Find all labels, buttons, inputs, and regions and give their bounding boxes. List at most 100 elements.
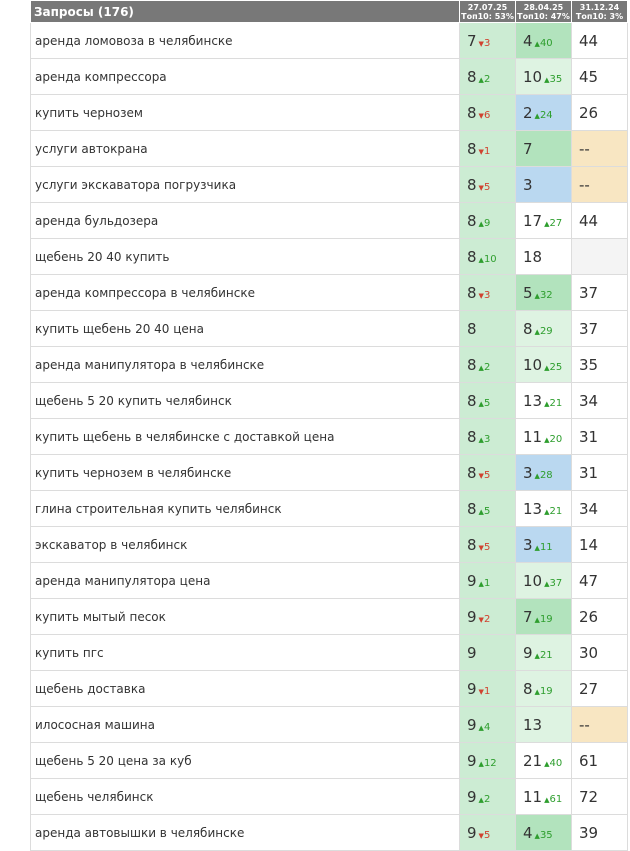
position-cell-3: 44 xyxy=(571,22,628,59)
position-value: 8 xyxy=(523,680,533,698)
delta-value: 40 xyxy=(549,758,563,769)
delta-value: 35 xyxy=(549,74,563,85)
position-value: 35 xyxy=(579,356,599,374)
arrow-up-icon xyxy=(544,364,549,372)
arrow-up-icon xyxy=(535,616,540,624)
arrow-up-icon xyxy=(535,544,540,552)
delta-up: 35 xyxy=(535,830,553,841)
delta-value: 28 xyxy=(539,470,553,481)
position-cell-2: 9 21 xyxy=(515,634,572,671)
position-cell-3: 37 xyxy=(571,274,628,311)
position-value: 9 xyxy=(467,680,477,698)
date-column-top10-2: Топ10: 47% xyxy=(517,11,570,21)
arrow-up-icon xyxy=(535,292,540,300)
delta-value: 19 xyxy=(539,686,553,697)
position-value: 7 xyxy=(467,32,477,50)
query-text[interactable]: глина строительная купить челябинск xyxy=(30,490,460,527)
position-value: 9 xyxy=(467,716,477,734)
delta-value: 25 xyxy=(549,362,563,373)
table-row: аренда ломовоза в челябинске7344044 xyxy=(30,22,628,59)
query-text[interactable]: услуги автокрана xyxy=(30,130,460,167)
arrow-down-icon xyxy=(479,292,484,300)
query-text[interactable]: аренда бульдозера xyxy=(30,202,460,239)
delta-up: 2 xyxy=(479,794,491,805)
delta-up: 9 xyxy=(479,218,491,229)
position-cell-1: 8 xyxy=(459,310,516,347)
delta-value: 35 xyxy=(539,830,553,841)
position-cell-1: 73 xyxy=(459,22,516,59)
query-text[interactable]: экскаватор в челябинск xyxy=(30,526,460,563)
position-value: 9 xyxy=(467,572,477,590)
position-value: 14 xyxy=(579,536,599,554)
query-text[interactable]: услуги экскаватора погрузчика xyxy=(30,166,460,203)
query-text[interactable]: щебень 20 40 купить xyxy=(30,238,460,275)
position-cell-3: 31 xyxy=(571,454,628,491)
position-value: 9 xyxy=(467,644,477,662)
query-text[interactable]: купить чернозем в челябинске xyxy=(30,454,460,491)
arrow-down-icon xyxy=(479,832,484,840)
delta-up: 12 xyxy=(479,758,497,769)
table-row: щебень 5 20 купить челябинск85132134 xyxy=(30,382,628,419)
arrow-down-icon xyxy=(479,112,484,120)
delta-up: 21 xyxy=(544,398,562,409)
query-text[interactable]: аренда компрессора в челябинске xyxy=(30,274,460,311)
arrow-up-icon xyxy=(479,400,484,408)
table-row: аренда бульдозера89172744 xyxy=(30,202,628,239)
query-text[interactable]: купить щебень в челябинске с доставкой ц… xyxy=(30,418,460,455)
query-text[interactable]: щебень 5 20 купить челябинск xyxy=(30,382,460,419)
query-text[interactable]: аренда компрессора xyxy=(30,58,460,95)
query-text[interactable]: аренда ломовоза в челябинске xyxy=(30,22,460,59)
date-column-header-3[interactable]: 31.12.24 Топ10: 3% xyxy=(571,0,628,23)
query-text[interactable]: купить щебень 20 40 цена xyxy=(30,310,460,347)
position-value: 9 xyxy=(467,824,477,842)
position-cell-2: 10 35 xyxy=(515,58,572,95)
position-cell-3: 26 xyxy=(571,598,628,635)
delta-value: 5 xyxy=(483,506,491,517)
delta-value: 2 xyxy=(483,614,491,625)
queries-column-header[interactable]: Запросы (176) xyxy=(30,0,460,23)
date-column-date-1: 27.07.25 xyxy=(467,2,508,12)
position-cell-1: 91 xyxy=(459,670,516,707)
delta-up: 19 xyxy=(535,686,553,697)
date-column-header-2[interactable]: 28.04.25 Топ10: 47% xyxy=(515,0,572,23)
position-value: 47 xyxy=(579,572,599,590)
delta-value: 24 xyxy=(539,110,553,121)
query-text[interactable]: аренда автовышки в челябинске xyxy=(30,814,460,851)
date-column-header-1[interactable]: 27.07.25 Топ10: 53% xyxy=(459,0,516,23)
position-cell-2: 13 xyxy=(515,706,572,743)
table-row: аренда манипулятора цена91103747 xyxy=(30,562,628,599)
delta-value: 5 xyxy=(483,542,491,553)
query-text[interactable]: купить мытый песок xyxy=(30,598,460,635)
position-value: 8 xyxy=(467,68,477,86)
delta-value: 2 xyxy=(483,362,491,373)
query-text[interactable]: илососная машина xyxy=(30,706,460,743)
delta-up: 29 xyxy=(535,326,553,337)
query-text[interactable]: аренда манипулятора в челябинске xyxy=(30,346,460,383)
table-row: услуги экскаватора погрузчика853-- xyxy=(30,166,628,203)
position-value: 31 xyxy=(579,428,599,446)
delta-up: 27 xyxy=(544,218,562,229)
position-value: 3 xyxy=(523,176,533,194)
query-text[interactable]: аренда манипулятора цена xyxy=(30,562,460,599)
delta-value: 21 xyxy=(539,650,553,661)
position-value: 10 xyxy=(523,68,543,86)
position-cell-2: 8 29 xyxy=(515,310,572,347)
query-text[interactable]: щебень челябинск xyxy=(30,778,460,815)
delta-up: 11 xyxy=(535,542,553,553)
date-column-date-2: 28.04.25 xyxy=(523,2,564,12)
query-text[interactable]: купить пгс xyxy=(30,634,460,671)
position-cell-1: 86 xyxy=(459,94,516,131)
position-value: 8 xyxy=(467,356,477,374)
query-text[interactable]: щебень доставка xyxy=(30,670,460,707)
query-text[interactable]: щебень 5 20 цена за куб xyxy=(30,742,460,779)
position-value: 4 xyxy=(523,32,533,50)
position-value: 21 xyxy=(523,752,543,770)
arrow-up-icon xyxy=(544,580,549,588)
position-cell-1: 9 12 xyxy=(459,742,516,779)
query-text[interactable]: купить чернозем xyxy=(30,94,460,131)
delta-up: 37 xyxy=(544,578,562,589)
position-value: 13 xyxy=(523,392,543,410)
delta-up: 21 xyxy=(535,650,553,661)
date-column-top10-3: Топ10: 3% xyxy=(575,11,624,21)
delta-down: 5 xyxy=(479,542,491,553)
